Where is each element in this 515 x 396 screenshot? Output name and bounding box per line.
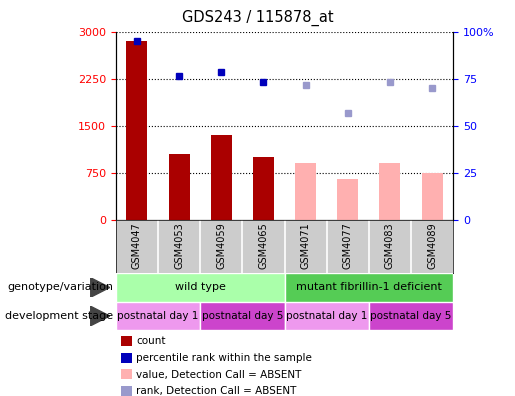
- Text: percentile rank within the sample: percentile rank within the sample: [136, 353, 313, 363]
- Text: GSM4083: GSM4083: [385, 223, 395, 269]
- Bar: [380, 163, 401, 220]
- Text: GDS243 / 115878_at: GDS243 / 115878_at: [182, 10, 333, 26]
- Text: GSM4071: GSM4071: [301, 223, 311, 269]
- Bar: [422, 173, 443, 220]
- Text: count: count: [136, 336, 166, 346]
- Bar: [337, 179, 358, 220]
- Text: rank, Detection Call = ABSENT: rank, Detection Call = ABSENT: [136, 386, 297, 396]
- Bar: [295, 163, 316, 220]
- Bar: [116, 273, 284, 302]
- Bar: [284, 273, 453, 302]
- Bar: [168, 154, 190, 220]
- Text: mutant fibrillin-1 deficient: mutant fibrillin-1 deficient: [296, 282, 442, 293]
- Text: GSM4065: GSM4065: [259, 223, 268, 269]
- Text: wild type: wild type: [175, 282, 226, 293]
- Bar: [126, 41, 147, 220]
- Polygon shape: [90, 278, 110, 297]
- Text: GSM4059: GSM4059: [216, 223, 226, 269]
- Bar: [200, 302, 284, 330]
- Text: GSM4047: GSM4047: [132, 223, 142, 269]
- Bar: [211, 135, 232, 220]
- Bar: [369, 302, 453, 330]
- Text: postnatal day 5: postnatal day 5: [370, 311, 452, 321]
- Text: postnatal day 5: postnatal day 5: [202, 311, 283, 321]
- Text: genotype/variation: genotype/variation: [7, 282, 113, 293]
- Bar: [253, 157, 274, 220]
- Bar: [284, 302, 369, 330]
- Text: GSM4077: GSM4077: [343, 223, 353, 269]
- Text: value, Detection Call = ABSENT: value, Detection Call = ABSENT: [136, 369, 302, 380]
- Text: GSM4053: GSM4053: [174, 223, 184, 269]
- Polygon shape: [90, 306, 110, 326]
- Bar: [116, 302, 200, 330]
- Text: postnatal day 1: postnatal day 1: [286, 311, 367, 321]
- Text: postnatal day 1: postnatal day 1: [117, 311, 199, 321]
- Text: development stage: development stage: [5, 311, 113, 321]
- Text: GSM4089: GSM4089: [427, 223, 437, 269]
